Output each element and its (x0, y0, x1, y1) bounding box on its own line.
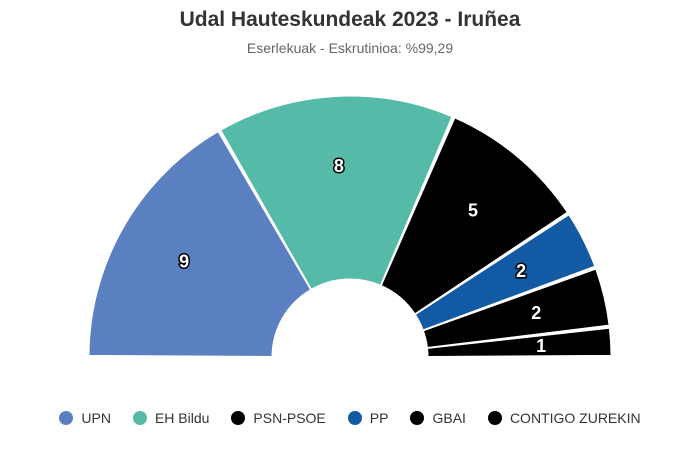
seat-count-label: 9 (179, 251, 189, 271)
legend-label: EH Bildu (154, 410, 210, 426)
chart-subtitle: Eserlekuak - Eskrutinioa: %99,29 (246, 40, 454, 56)
seat-count-label: 8 (334, 156, 344, 176)
seat-segment-upn (88, 131, 312, 358)
seat-segment-eh-bildu (220, 95, 453, 290)
seat-count-label: 1 (536, 336, 546, 356)
seat-segment-contigo-zurekin (427, 327, 612, 358)
legend-item[interactable]: EH Bildu (132, 410, 210, 426)
legend-item[interactable]: UPN (59, 410, 111, 426)
seat-count-label: 2 (531, 303, 541, 323)
legend-marker (487, 411, 502, 425)
chart-title: Udal Hauteskundeak 2023 - Iruñea (179, 8, 521, 31)
seat-segment-pp (414, 214, 596, 331)
legend-marker (59, 411, 74, 425)
legend-item[interactable]: GBAI (410, 410, 466, 426)
legend-label: UPN (81, 410, 111, 426)
seat-count-label: 2 (516, 261, 526, 281)
legend-label: CONTIGO ZUREKIN (509, 410, 641, 426)
legend-label: GBAI (432, 410, 466, 426)
seat-segment-gbai (422, 268, 610, 348)
legend-marker (410, 411, 425, 425)
legend-item[interactable]: PP (347, 410, 389, 426)
legend-marker (347, 411, 362, 425)
legend-label: PP (369, 410, 389, 426)
seat-segment-psn-psoe (380, 117, 568, 315)
legend-marker (231, 411, 246, 425)
seat-count-label: 5 (468, 200, 478, 220)
legend-item[interactable]: CONTIGO ZUREKIN (487, 410, 641, 426)
chart-legend: UPN EH Bildu PSN-PSOE PP GBAI CONTIGO ZUREKIN (0, 410, 700, 426)
legend-item[interactable]: PSN-PSOE (231, 410, 326, 426)
legend-label: PSN-PSOE (253, 410, 326, 426)
legend-marker (132, 411, 147, 425)
parliament-chart: 9 8 5 2 2 1 (88, 95, 612, 358)
